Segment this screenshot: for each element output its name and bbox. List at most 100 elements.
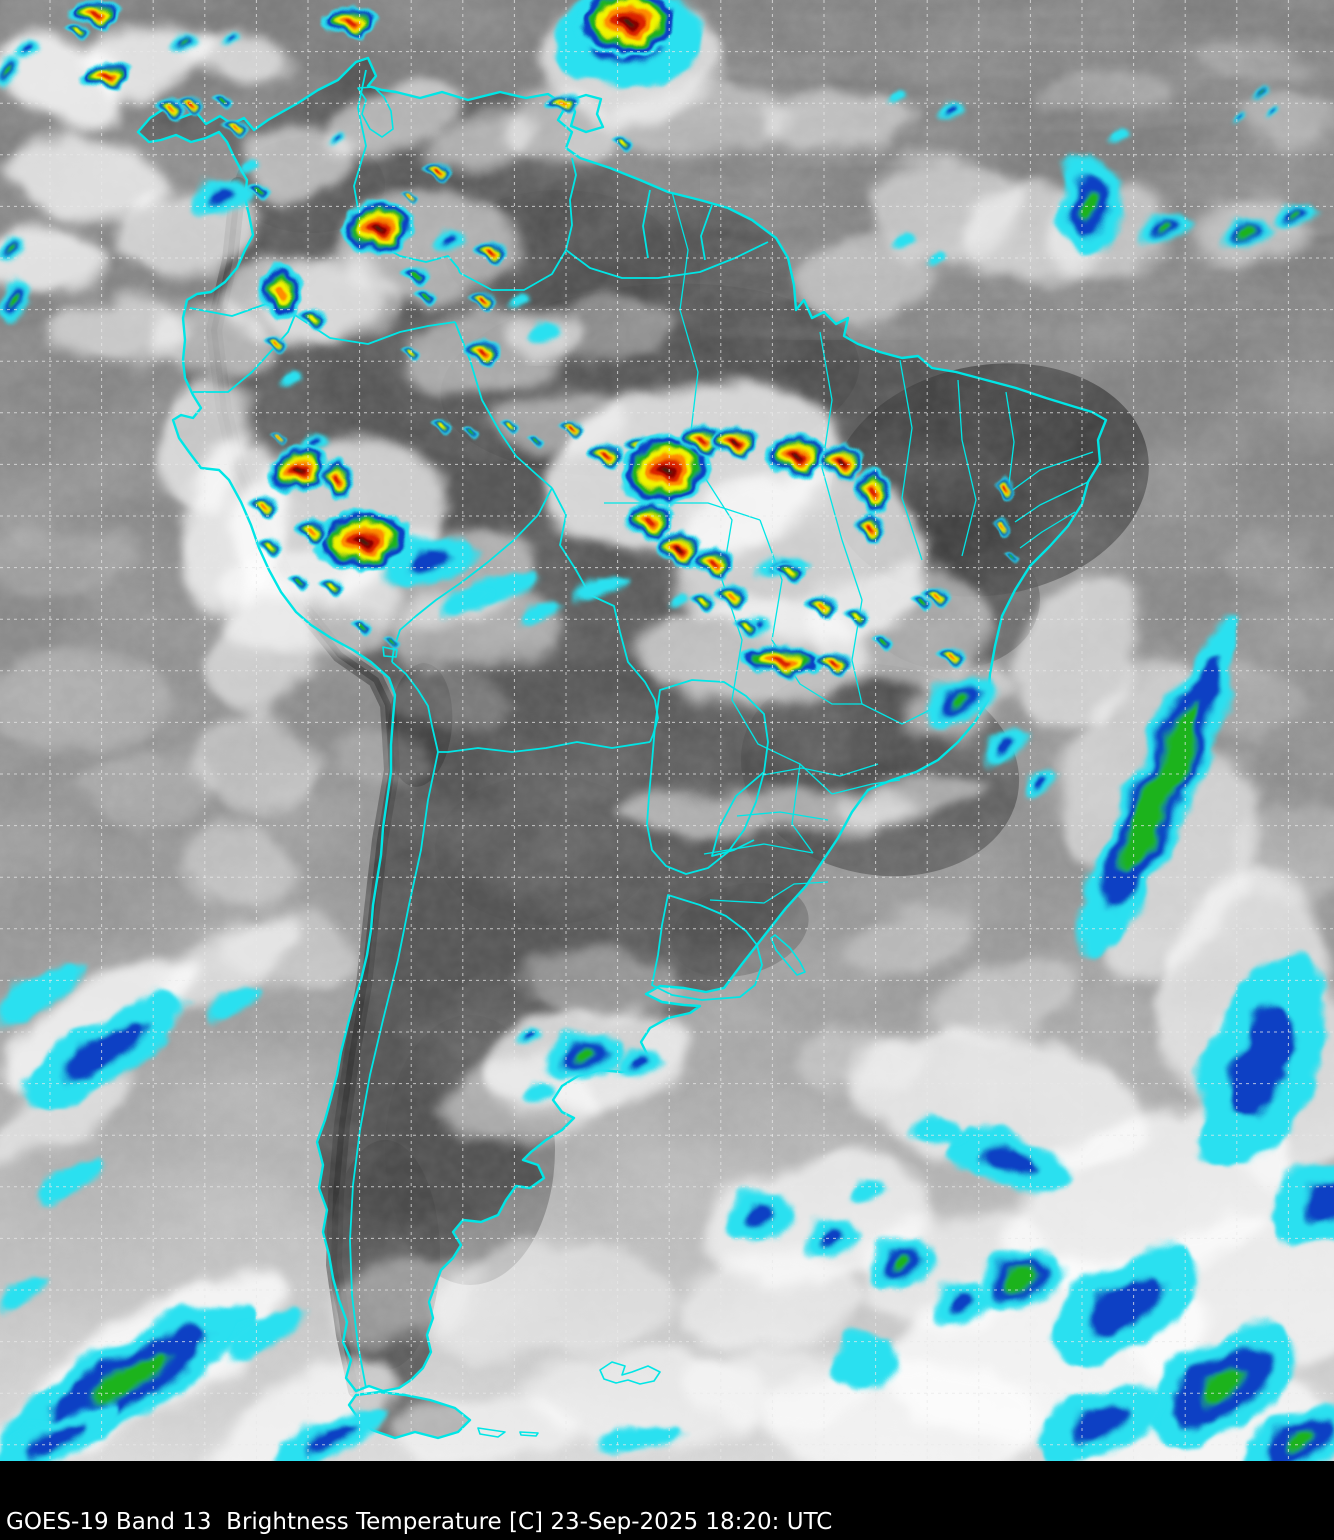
cloud-blob — [430, 1242, 670, 1358]
convective-cell — [342, 200, 414, 256]
cloud-blob — [205, 571, 319, 719]
convective-cell — [288, 573, 308, 589]
state-border — [703, 843, 814, 855]
country-border — [294, 314, 456, 345]
cold-cloud-band — [890, 231, 920, 249]
cold-cloud-band — [543, 1030, 627, 1080]
cloud-blob — [550, 300, 670, 360]
convective-cell — [854, 468, 890, 514]
water-outline — [382, 646, 398, 658]
cold-cloud-band — [1049, 1247, 1201, 1363]
cloud-blob — [1240, 90, 1334, 150]
convective-cell — [612, 134, 632, 150]
cloud-blob — [790, 1030, 930, 1090]
convective-cell — [690, 591, 714, 611]
country-border — [391, 661, 439, 753]
cold-cloud-band — [1251, 84, 1273, 100]
cold-cloud-band — [516, 599, 564, 625]
cloud-blob — [190, 35, 290, 85]
state-border — [841, 539, 863, 705]
state-border — [762, 763, 879, 777]
cloud-blob — [610, 785, 910, 835]
convective-cell — [464, 338, 500, 366]
convective-cell — [249, 494, 277, 518]
cloud-blob — [158, 920, 302, 1004]
country-border — [349, 751, 439, 1389]
cloud-blob — [207, 1365, 393, 1461]
convective-cell — [805, 594, 837, 618]
convective-cell — [527, 434, 543, 446]
cold-cloud-band — [275, 1407, 385, 1461]
cold-cloud-band — [950, 1128, 1070, 1192]
convective-cell — [212, 93, 232, 107]
state-border — [736, 811, 829, 821]
cold-cloud-band — [1106, 127, 1134, 143]
cold-cloud-band — [802, 1216, 862, 1258]
cloud-blob — [841, 905, 979, 975]
state-border — [1009, 451, 1094, 493]
cloud-blob — [610, 85, 790, 155]
cloud-blob — [1190, 40, 1310, 80]
convective-cell — [872, 633, 892, 649]
cloud-blob — [1133, 1207, 1334, 1393]
cloud-blob — [245, 125, 355, 195]
cloud-blob — [1230, 802, 1334, 898]
cold-cloud-band — [568, 574, 632, 600]
cold-cloud-band — [1135, 211, 1195, 243]
convective-cell — [351, 618, 371, 634]
cold-cloud-band — [935, 100, 969, 120]
cold-cloud-band — [1197, 952, 1327, 1172]
state-border — [957, 379, 977, 557]
cold-cloud-band — [506, 292, 534, 308]
cold-cloud-band — [1232, 111, 1248, 123]
cold-cloud-band — [514, 1026, 546, 1044]
convective-cell — [268, 445, 328, 495]
convective-cell — [431, 417, 451, 433]
cloud-blob — [500, 95, 620, 165]
cold-cloud-band — [328, 131, 348, 145]
convective-cell — [739, 644, 823, 678]
cold-cloud-band — [1082, 614, 1244, 956]
convective-cell — [414, 288, 436, 304]
water-outline — [599, 1361, 661, 1385]
convective-cell — [844, 606, 868, 626]
convective-cell — [469, 290, 495, 310]
convective-cell — [401, 190, 417, 202]
cold-cloud-band — [0, 52, 22, 88]
country-border — [651, 894, 763, 1001]
water-outline — [519, 1431, 539, 1437]
cold-cloud-band — [12, 38, 44, 58]
convective-cell — [819, 444, 863, 480]
cold-cloud-band — [0, 961, 84, 1023]
convective-cell — [462, 425, 478, 437]
cloud-blob — [1030, 65, 1170, 115]
convective-cell — [1004, 551, 1018, 561]
convective-cell — [246, 182, 270, 198]
convective-cell — [319, 577, 343, 595]
convective-cell — [679, 424, 723, 456]
convective-cell — [576, 0, 680, 58]
convective-cell — [474, 240, 506, 264]
water-outline — [357, 86, 394, 138]
convective-cell — [401, 265, 429, 285]
cloud-blob — [190, 717, 320, 813]
convective-cell — [766, 434, 826, 478]
convective-cell — [295, 517, 327, 545]
cloud-blob — [675, 1252, 855, 1348]
cold-cloud-band — [520, 1081, 560, 1103]
convective-cell — [559, 419, 583, 437]
convective-cell — [587, 442, 623, 468]
cold-cloud-band — [34, 1156, 106, 1204]
convective-cell — [815, 651, 851, 675]
cold-cloud-band — [436, 584, 494, 616]
cloud-blob — [442, 1062, 598, 1138]
cold-cloud-band — [525, 320, 565, 344]
convective-cell — [80, 61, 132, 91]
cloud-blob — [10, 138, 170, 222]
cloud-blob — [0, 652, 170, 748]
convective-cell — [693, 547, 733, 579]
convective-cell — [178, 94, 202, 114]
state-border — [831, 779, 901, 795]
water-outline — [477, 1427, 506, 1438]
